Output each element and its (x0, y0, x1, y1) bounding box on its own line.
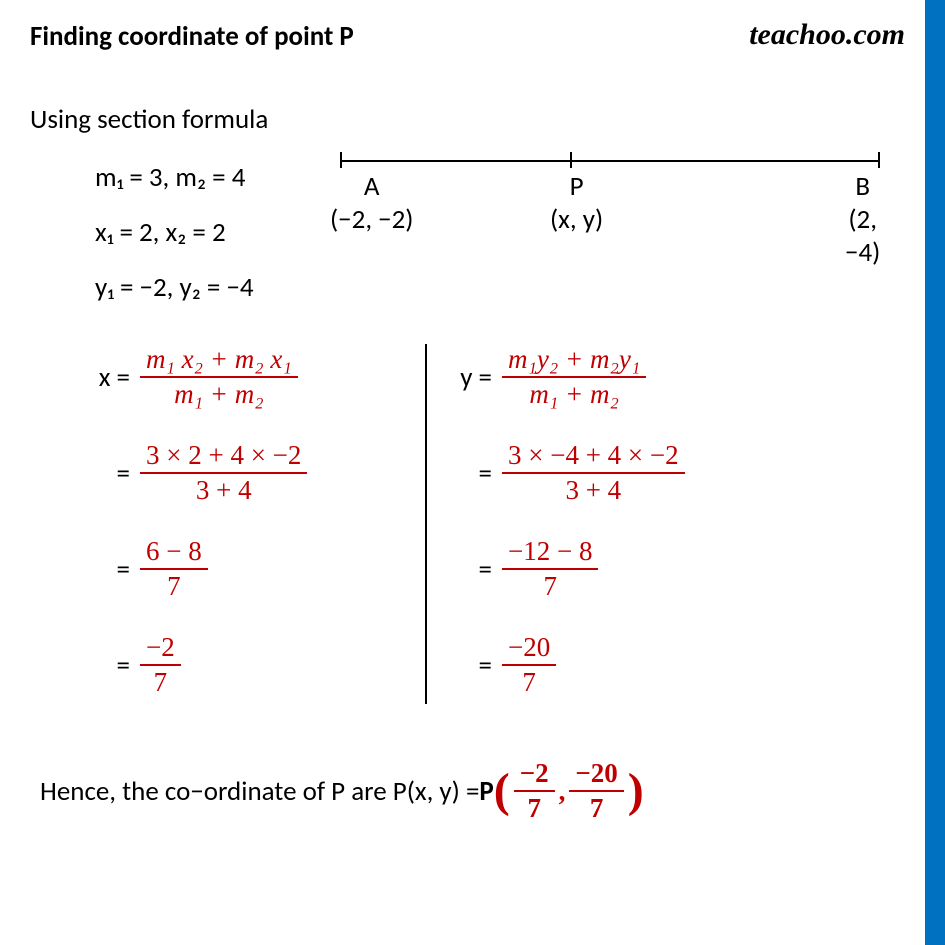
y-f1-den: m₁ + m₂ (523, 378, 625, 410)
y-step4: = −20 7 (457, 632, 777, 698)
y-f2-den: 3 + 4 (559, 474, 627, 506)
x-f4-den: 7 (148, 666, 174, 698)
r1-num: −2 (514, 758, 555, 792)
x-step4: = −2 7 (95, 632, 415, 698)
label-a: A (−2, −2) (330, 170, 413, 236)
y-f3-den: 7 (537, 570, 563, 602)
r1-den: 7 (521, 792, 547, 824)
eq: = (95, 649, 130, 682)
x-formula: m₁ x₂ + m₂ x₁ m₁ + m₂ (140, 344, 298, 410)
x-f4-num: −2 (140, 632, 181, 666)
x-simplify: 6 − 8 7 (140, 536, 208, 602)
tick-b (878, 152, 880, 168)
y-column: y = m₁y₂ + m₂y₁ m₁ + m₂ = 3 × −4 + 4 × −… (457, 344, 777, 728)
x-column: x = m₁ x₂ + m₂ x₁ m₁ + m₂ = 3 × 2 + 4 × … (95, 344, 415, 728)
intro-text: Using section formula (30, 103, 945, 136)
conclusion: Hence, the co−ordinate of P are P(x, y) … (40, 758, 945, 824)
x-sub: 3 × 2 + 4 × −2 3 + 4 (140, 440, 307, 506)
y-sub: 3 × −4 + 4 × −2 3 + 4 (502, 440, 685, 506)
y-formula: m₁y₂ + m₂y₁ m₁ + m₂ (502, 344, 646, 410)
y-f4-den: 7 (516, 666, 542, 698)
x-lead: x = (95, 361, 130, 394)
result1: −2 7 (514, 758, 555, 824)
tick-a (340, 152, 342, 168)
label-p: P (x, y) (550, 170, 603, 236)
eq: = (457, 553, 492, 586)
given-m: m₁ = 3, m₂ = 4 (95, 161, 945, 194)
r2-num: −20 (569, 758, 623, 792)
point-a-name: A (330, 170, 413, 203)
column-divider (425, 344, 427, 704)
y-f2-num: 3 × −4 + 4 × −2 (502, 440, 685, 474)
x-step2: = 3 × 2 + 4 × −2 3 + 4 (95, 440, 415, 506)
x-step1: x = m₁ x₂ + m₂ x₁ m₁ + m₂ (95, 344, 415, 410)
result-comma: , (559, 776, 566, 807)
y-f3-num: −12 − 8 (502, 536, 598, 570)
eq: = (95, 457, 130, 490)
eq: = (457, 649, 492, 682)
point-a-coord: (−2, −2) (330, 203, 413, 236)
y-step1: y = m₁y₂ + m₂y₁ m₁ + m₂ (457, 344, 777, 410)
r2-den: 7 (584, 792, 610, 824)
label-b: B (2, −4) (845, 170, 880, 269)
point-p-name: P (550, 170, 603, 203)
eq: = (95, 553, 130, 586)
conclusion-text: Hence, the co−ordinate of P are P(x, y) … (40, 775, 479, 808)
number-line (340, 160, 880, 162)
x-f3-den: 7 (161, 570, 187, 602)
conclusion-p: P (479, 775, 493, 808)
given-x: x₁ = 2, x₂ = 2 (95, 216, 945, 249)
x-f2-num: 3 × 2 + 4 × −2 (140, 440, 307, 474)
y-f4-num: −20 (502, 632, 556, 666)
number-line-diagram: A (−2, −2) P (x, y) B (2, −4) (340, 160, 880, 162)
result2: −20 7 (569, 758, 623, 824)
point-p-coord: (x, y) (550, 203, 603, 236)
y-step2: = 3 × −4 + 4 × −2 3 + 4 (457, 440, 777, 506)
paren-open: ( (494, 772, 510, 810)
calculation-area: x = m₁ x₂ + m₂ x₁ m₁ + m₂ = 3 × 2 + 4 × … (95, 344, 945, 728)
paren-close: ) (628, 772, 644, 810)
y-lead: y = (457, 361, 492, 394)
x-result: −2 7 (140, 632, 181, 698)
x-step3: = 6 − 8 7 (95, 536, 415, 602)
point-b-name: B (845, 170, 880, 203)
y-step3: = −12 − 8 7 (457, 536, 777, 602)
point-b-coord: (2, −4) (845, 203, 880, 269)
given-y: y₁ = −2, y₂ = −4 (95, 271, 945, 304)
tick-p (570, 152, 572, 168)
x-f1-den: m₁ + m₂ (168, 378, 270, 410)
y-result: −20 7 (502, 632, 556, 698)
eq: = (457, 457, 492, 490)
side-strip (925, 0, 945, 945)
x-f1-num: m₁ x₂ + m₂ x₁ (140, 344, 298, 378)
watermark: teachoo.com (749, 18, 905, 52)
x-f2-den: 3 + 4 (190, 474, 258, 506)
x-f3-num: 6 − 8 (140, 536, 208, 570)
y-f1-num: m₁y₂ + m₂y₁ (502, 344, 646, 378)
y-simplify: −12 − 8 7 (502, 536, 598, 602)
